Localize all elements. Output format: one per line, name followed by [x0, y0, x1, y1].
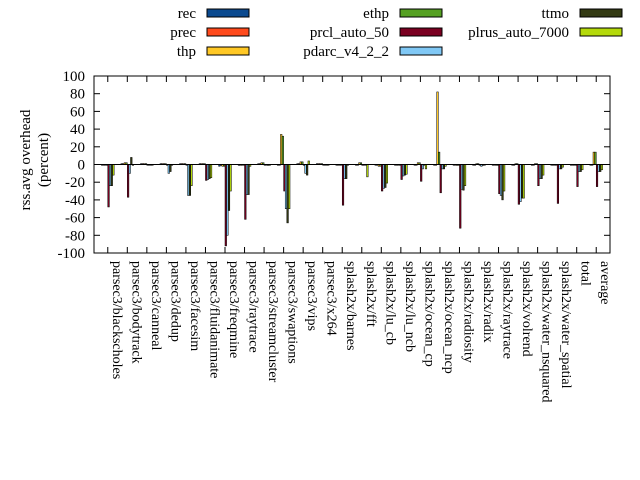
legend-swatch-ethp	[399, 8, 443, 18]
x-tick-label: splash2x/ocean_ncp	[441, 261, 456, 374]
x-tick-label: parsec3/streamcluster	[265, 261, 280, 383]
x-tick-label: parsec3/vips	[304, 261, 319, 331]
legend-label-ttmo: ttmo	[541, 6, 569, 22]
x-tick-label: parsec3/swaptions	[285, 261, 300, 364]
x-tick-label: total	[578, 261, 593, 286]
legend-label-prcl_auto_50: prcl_auto_50	[310, 25, 389, 41]
x-tick-label: splash2x/radix	[480, 261, 495, 343]
bar-plrus_auto_7000-20	[503, 164, 506, 192]
y-tick-label: 100	[63, 69, 86, 85]
bar-ttmo-1	[130, 157, 133, 165]
bar-plrus_auto_7000-0	[112, 164, 115, 176]
y-axis-label: rss.avg overhead (percent)	[18, 109, 52, 210]
bar-plrus_auto_7000-24	[581, 164, 584, 171]
y-tick-label: -60	[65, 211, 85, 227]
bar-ttmo-10	[306, 164, 309, 176]
legend-label-ethp: ethp	[363, 6, 389, 22]
bar-ttmo-12	[345, 164, 348, 179]
legend-swatch-thp	[206, 46, 250, 56]
bar-plrus_auto_7000-4	[190, 164, 193, 186]
legend-swatch-ttmo	[579, 8, 623, 18]
legend-swatch-plrus_auto_7000	[579, 27, 623, 37]
y-tick-label: 40	[70, 122, 85, 138]
x-tick-label: splash2x/barnes	[343, 261, 358, 350]
x-tick-label: parsec3/bodytrack	[128, 261, 143, 364]
bars	[101, 91, 603, 247]
x-tick-label: parsec3/canneal	[148, 261, 163, 350]
x-tick-label: splash2x/lu_ncb	[402, 261, 417, 352]
bar-ttmo-3	[169, 164, 172, 172]
x-tick-label: parsec3/blackscholes	[109, 261, 124, 379]
x-tick-label: splash2x/volrend	[519, 261, 534, 357]
bar-prcl_auto_50-23	[556, 164, 560, 204]
x-tick-label: splash2x/fft	[363, 261, 378, 327]
x-tick-label: parsec3/facesim	[187, 261, 202, 351]
legend-swatch-prcl_auto_50	[399, 27, 443, 37]
bar-plrus_auto_7000-13	[366, 164, 369, 178]
y-tick-label: -20	[65, 175, 85, 191]
x-tick-label: parsec3/x264	[324, 261, 339, 336]
x-tick-label: splash2x/radiosity	[460, 261, 475, 363]
y-tick-label: -80	[65, 228, 85, 244]
legend-swatch-prec	[206, 27, 250, 37]
bar-plrus_auto_7000-9	[288, 164, 291, 209]
legend-label-prec: prec	[170, 25, 196, 41]
y-axis-label-line-1: rss.avg overhead	[18, 109, 34, 210]
bar-plrus_auto_7000-18	[464, 164, 467, 186]
legend-label-plrus_auto_7000: plrus_auto_7000	[468, 25, 569, 41]
bar-plrus_auto_7000-14	[385, 164, 388, 184]
bar-ethp-9	[281, 135, 284, 165]
y-tick-label: -100	[58, 246, 86, 262]
legend-swatch-rec	[206, 8, 250, 18]
bar-plrus_auto_7000-21	[522, 164, 525, 199]
x-tick-label: parsec3/dedup	[167, 261, 182, 342]
bar-plrus_auto_7000-6	[229, 164, 232, 192]
x-tick-label: parsec3/freqmine	[226, 261, 241, 358]
bar-plrus_auto_7000-16	[424, 164, 428, 170]
legend-label-pdarc_v4_2_2: pdarc_v4_2_2	[303, 44, 389, 60]
y-tick-label: 0	[78, 158, 86, 174]
x-tick-label: parsec3/raytrace	[246, 261, 261, 353]
y-tick-label: 20	[70, 140, 85, 156]
x-tick-label: splash2x/lu_cb	[382, 261, 397, 345]
legend-label-thp: thp	[177, 44, 196, 60]
x-axis-ticks: parsec3/blackscholes parsec3/bodytrack par…	[107, 76, 612, 403]
bar-ttmo-7	[247, 164, 250, 195]
y-tick-label: 80	[70, 87, 85, 103]
legend: rec prec thp ethp prcl_auto_50 pdarc_v4_2_2 tt…	[170, 6, 623, 60]
bar-plrus_auto_7000-10	[307, 160, 310, 165]
x-tick-label: splash2x/water_spatial	[558, 261, 573, 389]
bar-plrus_auto_7000-5	[210, 164, 213, 179]
y-tick-label: -40	[65, 193, 85, 209]
x-tick-label: splash2x/ocean_cp	[421, 261, 436, 367]
bar-plrus_auto_7000-22	[542, 164, 545, 176]
bar-pdarc_v4_2_2-1	[128, 164, 131, 174]
bar-ethp-25	[594, 151, 597, 165]
bar-plrus_auto_7000-25	[600, 164, 603, 171]
legend-swatch-pdarc_v4_2_2	[399, 46, 443, 56]
x-tick-label: splash2x/water_nsquared	[539, 261, 554, 403]
bar-ethp-17	[438, 151, 441, 165]
bar-plrus_auto_7000-15	[405, 164, 408, 175]
y-axis-label-line-2: (percent)	[36, 133, 52, 187]
x-tick-label: average	[597, 261, 612, 305]
x-tick-label: parsec3/fluidanimate	[206, 261, 221, 378]
x-tick-label: splash2x/raytrace	[500, 261, 515, 359]
legend-label-rec: rec	[178, 6, 197, 22]
y-tick-label: 60	[70, 104, 85, 120]
